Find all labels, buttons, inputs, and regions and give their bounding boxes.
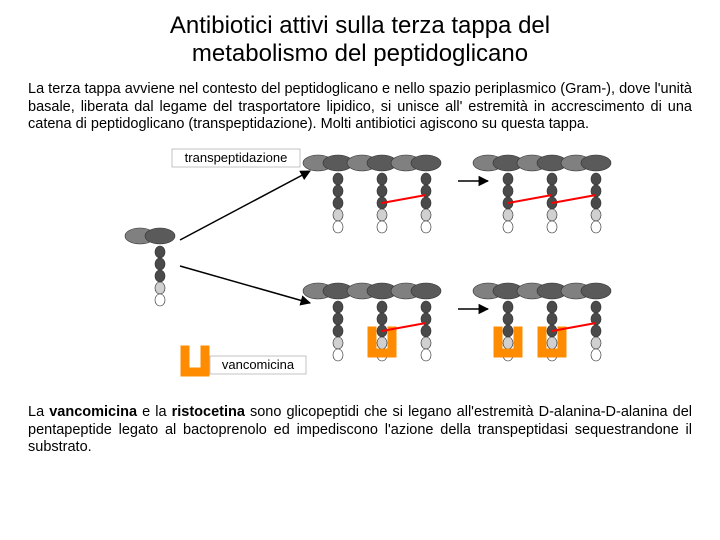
intro-paragraph: La terza tappa avviene nel contesto del … <box>28 81 692 133</box>
conclusion-paragraph: La vancomicina e la ristocetina sono gli… <box>28 404 692 456</box>
svg-text:vancomicina: vancomicina <box>222 357 295 372</box>
p2-ristocetina: ristocetina <box>172 404 245 420</box>
p2-mid1: e la <box>137 404 172 420</box>
title-line-2: metabolismo del peptidoglicano <box>192 40 528 67</box>
title-line-1: Antibiotici attivi sulla terza tappa del <box>170 12 550 39</box>
diagram-container: transpeptidazione vancomicina <box>28 141 692 396</box>
svg-text:transpeptidazione: transpeptidazione <box>185 150 288 165</box>
transpeptidation-diagram: transpeptidazione vancomicina <box>80 141 640 396</box>
p2-vancomicina: vancomicina <box>49 404 137 420</box>
p2-pre: La <box>28 404 49 420</box>
page-title: Antibiotici attivi sulla terza tappa del… <box>28 12 692 67</box>
